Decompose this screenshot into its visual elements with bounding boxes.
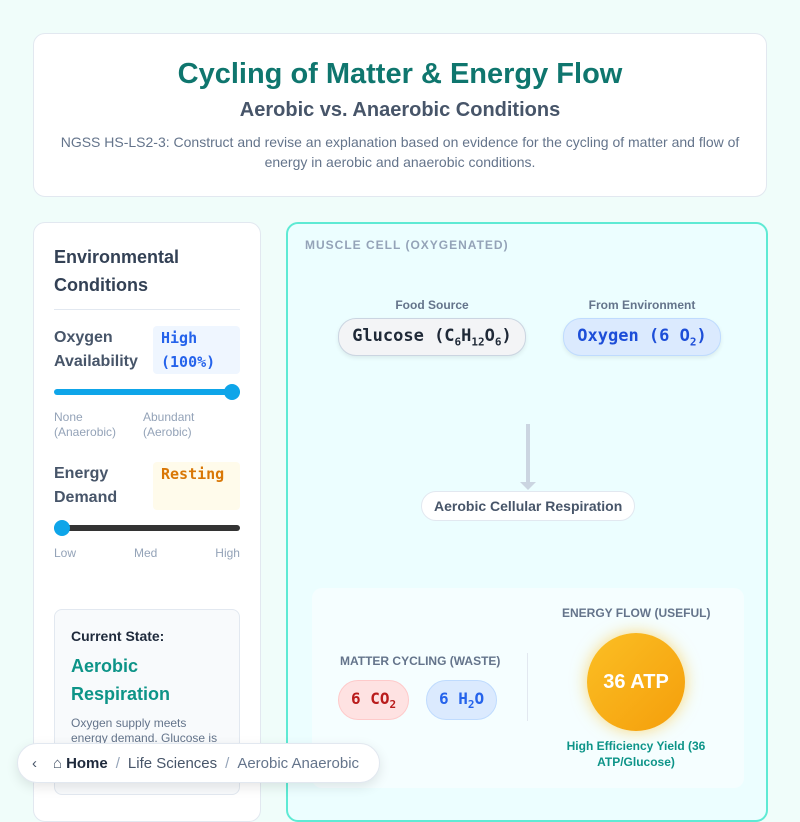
down-arrow-icon (526, 424, 530, 486)
matter-label: MATTER CYCLING (WASTE) (340, 654, 501, 668)
page-title: Cycling of Matter & Energy Flow (177, 58, 623, 90)
breadcrumb-life-sciences[interactable]: Life Sciences (127, 754, 218, 772)
food-source: Food Source Glucose (C6H12O6) (332, 298, 532, 357)
energy-label: Energy Demand (54, 465, 118, 506)
breadcrumb-home[interactable]: Home (66, 754, 108, 772)
energy-value-badge: Resting (153, 462, 240, 510)
breadcrumb: ‹ ⌂ Home / Life Sciences / Aerobic Anaer… (17, 743, 381, 783)
oxygen-slider[interactable] (54, 384, 240, 400)
oxygen-source-label: From Environment (588, 298, 696, 312)
state-value: Aerobic Respiration (71, 656, 171, 704)
controls-panel: Environmental Conditions Oxygen Availabi… (33, 222, 261, 822)
back-chevron-icon[interactable]: ‹ (32, 754, 37, 772)
state-title: Current State: (71, 628, 165, 644)
energy-slider-thumb[interactable] (54, 520, 70, 536)
h2o-pill: 6 H2O (426, 680, 498, 721)
oxygen-max-label: Abundant (Aerobic) (143, 410, 195, 439)
tick-low: Low (54, 546, 77, 560)
process-label: Aerobic Cellular Respiration (421, 491, 636, 521)
yield-text: High Efficiency Yield (36 ATP/Glucose) (566, 739, 706, 769)
state-description: Oxygen supply meets energy demand. Gluco… (71, 716, 218, 745)
glucose-pill: Glucose (C6H12O6) (338, 318, 526, 357)
oxygen-min-label: None (Anaerobic) (54, 410, 117, 439)
oxygen-label: Oxygen Availability (54, 329, 138, 370)
outputs-panel: MATTER CYCLING (WASTE) 6 CO2 6 H2O ENERG… (312, 588, 744, 788)
atp-circle: 36 ATP (587, 633, 685, 731)
co2-pill: 6 CO2 (338, 680, 410, 721)
oxygen-pill: Oxygen (6 O2) (563, 318, 721, 357)
header-card: Cycling of Matter & Energy Flow Aerobic … (33, 33, 767, 197)
energy-slider[interactable] (54, 520, 240, 536)
cell-caption: MUSCLE CELL (OXYGENATED) (305, 238, 509, 252)
energy-flow-label: ENERGY FLOW (USEFUL) (562, 606, 711, 620)
controls-title: Environmental Conditions (54, 243, 240, 310)
tick-med: Med (133, 546, 158, 560)
divider (527, 653, 528, 721)
breadcrumb-current: Aerobic Anaerobic (237, 754, 360, 772)
home-icon: ⌂ (53, 754, 63, 772)
food-source-label: Food Source (395, 298, 469, 312)
oxygen-slider-thumb[interactable] (224, 384, 240, 400)
standard-text: NGSS HS-LS2-3: Construct and revise an e… (60, 134, 740, 170)
page-subtitle: Aerobic vs. Anaerobic Conditions (239, 99, 561, 121)
tick-high: High (215, 546, 240, 560)
muscle-cell-diagram: MUSCLE CELL (OXYGENATED) Food Source Glu… (286, 222, 768, 822)
oxygen-value-badge: High (100%) (153, 326, 240, 374)
oxygen-source: From Environment Oxygen (6 O2) (542, 298, 742, 357)
